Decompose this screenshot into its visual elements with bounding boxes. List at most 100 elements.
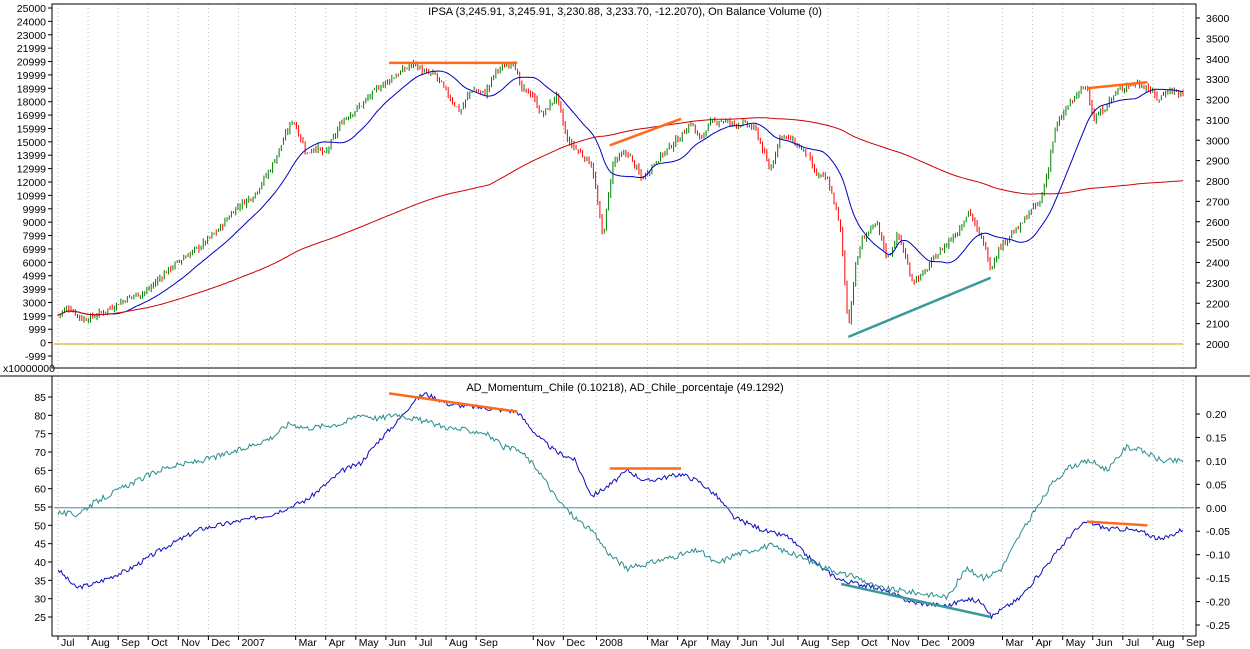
ad-chile-porcentaje-line <box>57 392 1184 620</box>
x-tick-label: Apr <box>329 637 346 649</box>
y-left-tick-label: 20999 <box>17 57 46 69</box>
y-left-tick-label: 18000 <box>17 97 46 109</box>
x-tick-label: Dec <box>566 637 585 649</box>
y-left-tick-label: -999 <box>25 351 46 363</box>
obv-multiplier-label: x10000000 <box>3 363 55 375</box>
y-left-tick-label: 9999 <box>23 204 47 216</box>
y-left-tick-label: 6000 <box>23 257 47 269</box>
y-left-tick-label: 3999 <box>23 284 47 296</box>
y-right-tick-label: 0.10 <box>1206 456 1227 468</box>
momentum-panel-title: AD_Momentum_Chile (0.10218), AD_Chile_po… <box>466 382 783 394</box>
y-right-tick-label: -0.20 <box>1206 597 1230 609</box>
y-right-tick-label: 0.15 <box>1206 432 1227 444</box>
y-right-tick-label: 3600 <box>1206 13 1230 25</box>
y-right-tick-label: 3300 <box>1206 74 1230 86</box>
x-tick-label: Nov <box>181 637 200 649</box>
y-left-tick-label: 3000 <box>23 297 47 309</box>
y-left-tick-label: 19999 <box>17 70 46 82</box>
x-tick-label: May <box>359 637 380 649</box>
y-right-tick-label: 2600 <box>1206 217 1230 229</box>
y-left-tick-label: 13999 <box>17 150 46 162</box>
momentum-panel: 85 80 75 70 65 60 55 50 45 40 35 30 25 0.20 0.15 0.10 0.… <box>34 392 1230 632</box>
x-tick-label: Nov <box>536 637 555 649</box>
y-left-tick-label: 0 <box>40 338 46 350</box>
y-left-tick-label: 70 <box>34 447 46 459</box>
x-tick-label: Jul <box>61 637 74 649</box>
y-left-tick-label: 85 <box>34 392 46 404</box>
trendline <box>609 117 682 147</box>
y-right-tick-label: 2000 <box>1206 339 1230 351</box>
y-right-tick-label: 2200 <box>1206 298 1230 310</box>
y-left-tick-label: 16999 <box>17 110 46 122</box>
x-tick-label: Oct <box>861 637 877 649</box>
candles <box>57 59 1184 325</box>
y-right-tick-label: 3000 <box>1206 135 1230 147</box>
y-right-tick-label: 2700 <box>1206 196 1230 208</box>
y-left-tick-label: 6999 <box>23 244 47 256</box>
x-tick-label: Oct <box>151 637 167 649</box>
y-right-tick-label: 2100 <box>1206 319 1230 331</box>
y-left-tick-label: 24000 <box>17 16 46 28</box>
y-left-tick-label: 12999 <box>17 164 46 176</box>
y-right-tick-label: 2800 <box>1206 176 1230 188</box>
y-left-tick-label: 12000 <box>17 177 46 189</box>
x-tick-label: Aug <box>91 637 110 649</box>
y-left-tick-label: 60 <box>34 484 46 496</box>
y-right-tick-label: 3500 <box>1206 33 1230 45</box>
y-right-tick-label: 2300 <box>1206 278 1230 290</box>
y-right-tick-label: -0.10 <box>1206 550 1230 562</box>
y-left-tick-label: 15000 <box>17 137 46 149</box>
trendline <box>388 392 518 413</box>
price-panel-border <box>51 3 1197 369</box>
y-right-tick-label: 0.00 <box>1206 503 1227 515</box>
x-tick-label: Aug <box>449 637 468 649</box>
x-tick-label: Aug <box>801 637 820 649</box>
y-right-tick-label: 3200 <box>1206 95 1230 107</box>
x-tick-label: May <box>711 637 732 649</box>
y-left-tick-label: 30 <box>34 594 46 606</box>
long-ma-line <box>57 117 1184 316</box>
y-left-tick-label: 25 <box>34 612 46 624</box>
x-tick-label: Jun <box>389 637 406 649</box>
price-panel-title: IPSA (3,245.91, 3,245.91, 3,230.88, 3,23… <box>428 6 822 18</box>
x-tick-label: Jul <box>771 637 784 649</box>
x-tick-label: 2007 <box>241 637 265 649</box>
y-left-tick-label: 50 <box>34 520 46 532</box>
y-right-tick-label: 2900 <box>1206 156 1230 168</box>
y-left-tick-label: 55 <box>34 502 46 514</box>
y-right-tick-label: -0.15 <box>1206 573 1230 585</box>
x-tick-label: Nov <box>891 637 910 649</box>
vertical-gridlines <box>57 4 1184 636</box>
x-tick-label: 2009 <box>951 637 975 649</box>
y-right-tick-label: 0.05 <box>1206 479 1227 491</box>
y-right-tick-label: 3400 <box>1206 54 1230 66</box>
y-left-tick-label: 23000 <box>17 30 46 42</box>
y-left-tick-label: 9000 <box>23 217 47 229</box>
short-ma-line <box>57 70 1184 316</box>
x-tick-label: Dec <box>921 637 940 649</box>
x-tick-label: Mar <box>299 637 318 649</box>
x-tick-label: Sep <box>831 637 850 649</box>
y-left-tick-label: 10999 <box>17 190 46 202</box>
x-tick-label: Apr <box>681 637 698 649</box>
y-right-tick-label: -0.05 <box>1206 526 1230 538</box>
ad-momentum-chile-line <box>57 413 1184 601</box>
x-tick-label: Jul <box>419 637 432 649</box>
x-tick-label: Jun <box>1096 637 1113 649</box>
y-left-tick-label: 7999 <box>23 231 47 243</box>
x-tick-label: Sep <box>1186 637 1205 649</box>
x-tick-label: Dec <box>211 637 230 649</box>
y-left-tick-label: 21999 <box>17 43 46 55</box>
x-tick-label: Mar <box>651 637 670 649</box>
trendline <box>1086 520 1148 527</box>
y-left-tick-label: 1999 <box>23 311 47 323</box>
y-right-tick-label: -0.25 <box>1206 620 1230 632</box>
price-panel: 2500024000230002199920999199991899918000… <box>17 3 1230 363</box>
y-left-tick-label: 4999 <box>23 271 47 283</box>
y-left-tick-label: 15999 <box>17 123 46 135</box>
trendline <box>1086 80 1148 90</box>
x-tick-label: 2008 <box>599 637 623 649</box>
y-left-tick-label: 75 <box>34 429 46 441</box>
